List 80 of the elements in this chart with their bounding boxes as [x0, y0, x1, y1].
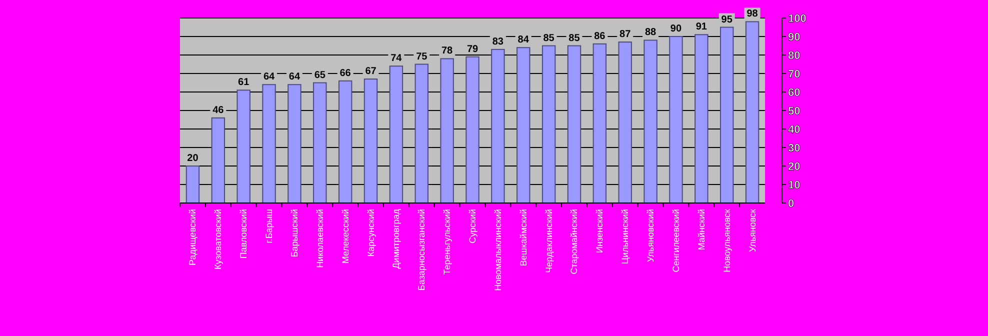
x-tick-label: Инзенский: [594, 209, 605, 253]
data-label: 85: [543, 32, 555, 44]
y-tick-label: 70: [788, 68, 800, 80]
x-tick-label: Сурский: [468, 209, 478, 244]
data-label: 66: [340, 68, 352, 79]
bar: [236, 90, 250, 204]
data-label: 79: [466, 44, 478, 55]
bar: [440, 58, 454, 204]
data-label: 65: [314, 70, 326, 81]
data-label: 75: [416, 51, 428, 62]
y-tick-label: 90: [788, 31, 800, 44]
data-label: 85: [568, 32, 580, 44]
x-tick-label: Кузоватовский: [213, 209, 224, 270]
data-label: 95: [721, 14, 733, 26]
data-label: 61: [238, 77, 250, 88]
data-label: 88: [644, 27, 657, 38]
data-label: 86: [594, 30, 606, 42]
bar: [389, 66, 404, 204]
y-tick-label: 50: [788, 105, 800, 118]
bar: [567, 45, 582, 204]
bar: [364, 78, 378, 204]
x-tick-label: Николаевский: [314, 209, 325, 268]
data-label: 46: [212, 104, 224, 116]
bar: [745, 21, 760, 204]
bar: [516, 47, 530, 204]
x-tick-label: Радищевский: [188, 209, 198, 266]
data-label: 84: [518, 34, 530, 46]
y-tick-label: 100: [788, 12, 806, 25]
bar: [618, 42, 632, 204]
y-tick-label: 20: [788, 160, 800, 173]
x-tick-label: Сенгилеевский: [670, 209, 681, 272]
data-label: 83: [492, 36, 504, 48]
x-tick-label: Карсунский: [366, 209, 376, 257]
y-tick-label: 10: [788, 179, 800, 192]
bar: [542, 45, 556, 204]
x-tick-label: Новомалыклинский: [492, 209, 503, 291]
y-tick-label: 0: [788, 198, 794, 210]
bar: [466, 56, 480, 204]
bar: [414, 64, 428, 204]
y-tick-label: 60: [788, 86, 800, 99]
x-tick-label: Барышский: [289, 209, 300, 258]
data-label: 91: [696, 22, 708, 33]
y-tick-label: 80: [788, 50, 800, 62]
data-label: 64: [263, 72, 276, 83]
bar: [694, 34, 708, 204]
data-label: 90: [670, 24, 682, 34]
bar: [644, 40, 658, 204]
data-label: 78: [442, 46, 454, 57]
x-tick-label: Павловский: [238, 209, 249, 259]
data-label: 20: [187, 153, 199, 164]
data-label: 67: [365, 66, 377, 78]
x-tick-label: Димитровград: [391, 208, 402, 269]
data-label: 74: [390, 53, 402, 64]
x-tick-label: Вешкаймский: [518, 209, 528, 266]
x-tick-label: г.Барыш: [264, 209, 274, 244]
x-tick-label: Мелекесский: [340, 209, 350, 264]
bar: [186, 166, 200, 204]
data-label: 87: [620, 29, 632, 40]
x-tick-label: Цильнинский: [620, 209, 630, 264]
bar: [313, 82, 327, 204]
x-tick-label: Базарносызганский: [416, 209, 427, 291]
x-tick-label: Чердаклинский: [544, 209, 554, 273]
x-tick-label: Ульяновский: [646, 209, 656, 262]
bar: [288, 84, 302, 204]
bar: [491, 48, 505, 204]
bar: [669, 36, 683, 204]
bar: [262, 84, 276, 204]
x-tick-label: Ульяновск: [747, 208, 758, 252]
data-label: 64: [288, 72, 300, 83]
x-tick-label: Тереньгульский: [442, 209, 452, 275]
bar: [592, 43, 607, 204]
x-tick-label: Новоульяновск: [722, 208, 732, 272]
x-tick-label: Майнский: [696, 209, 706, 250]
x-tick-label: Старомайнский: [569, 209, 580, 274]
y-tick-label: 30: [788, 142, 800, 154]
bar: [720, 26, 734, 204]
bar: [338, 80, 352, 204]
y-tick-label: 40: [788, 124, 800, 136]
data-label: 98: [746, 8, 758, 20]
bar: [211, 117, 226, 204]
